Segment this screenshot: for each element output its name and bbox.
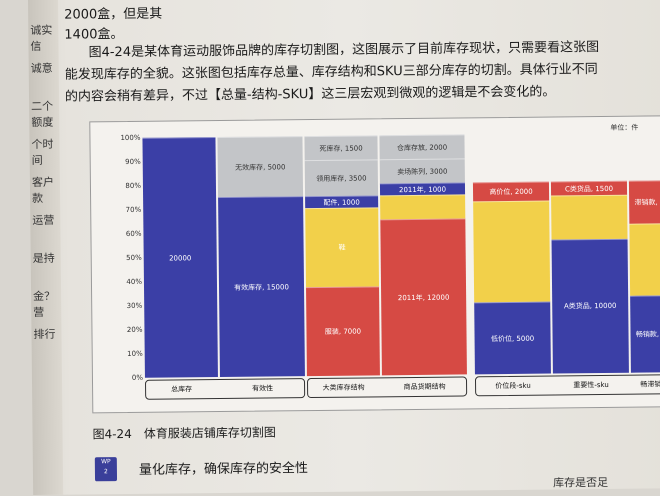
bar-column: 2011年, 12000 2011年, 1000 卖场陈列, 3000 仓库存放, 2…	[379, 134, 467, 376]
bar-segment: 配件, 1000	[305, 195, 379, 209]
segment-label: 无效库存, 5000	[235, 162, 286, 172]
margin-fragment: 金？营	[33, 289, 56, 319]
y-tick-label: 70%	[125, 205, 142, 214]
bar-segment: 有效库存, 15000	[218, 196, 305, 378]
x-tick-label: 商品货期结构	[403, 382, 446, 392]
margin-fragment: 二个额度	[31, 99, 54, 129]
segment-label: 2011年, 12000	[397, 293, 450, 302]
bar-segment: 2011年, 12000	[380, 218, 467, 376]
segment-label: 死库存, 1500	[319, 144, 363, 153]
y-tick-label: 100%	[120, 133, 141, 143]
y-tick-label: 60%	[125, 229, 142, 238]
bottom-right-text: 库存是否足	[553, 475, 609, 490]
bar-segment: 2011年, 1000	[379, 182, 466, 196]
bar-segment: 畅销款, 5000	[630, 295, 660, 373]
section-heading: 量化库存，确保库存的安全性	[138, 461, 309, 478]
x-tick-label: 畅滞销-sku	[640, 380, 660, 389]
y-tick-label: 20%	[126, 325, 143, 334]
bar-segment	[629, 223, 660, 296]
x-tick-label: 总库存	[171, 385, 193, 394]
bar-segment: 服装, 7000	[306, 286, 380, 377]
y-axis-ticks: 100% 90% 80% 70% 60% 50% 40% 30% 20% 10% 0%	[118, 134, 143, 382]
bar-segment: 仓库存放, 2000	[379, 134, 465, 160]
x-group-box	[144, 378, 306, 400]
adjacent-page-edge: 诚实信诚意二个额度个时间客户款运营是持金？营排行	[28, 0, 64, 495]
bar-column: 畅销款, 5000 滞销款, 4000	[628, 132, 660, 373]
segment-label: 20000	[169, 253, 192, 263]
paragraph-line-3: 的内容会稍有差异，不过【总量-结构-SKU】这三层宏观到微观的逻辑是不会变化的。	[64, 84, 556, 105]
book-page: 诚实信诚意二个额度个时间客户款运营是持金？营排行 2000盒，但是其 1400盒…	[28, 0, 660, 495]
figure-caption: 图4-24 体育服装店铺库存切割图	[92, 425, 276, 442]
segment-label: 低价位, 5000	[490, 334, 535, 343]
bar-segment	[380, 194, 466, 220]
segment-label: C类货品, 1500	[564, 184, 614, 194]
bar-segment: 死库存, 1500	[304, 135, 378, 161]
unit-label: 单位：件	[610, 123, 639, 132]
x-tick-label: 价位段-sku	[495, 381, 531, 391]
y-tick-label: 10%	[127, 349, 143, 358]
segment-label: 2011年, 1000	[398, 185, 447, 194]
bar-column: A类货品, 10000 C类货品, 1500	[550, 133, 629, 374]
bar-segment	[551, 195, 628, 240]
section-badge-text: WP 2	[101, 458, 111, 476]
bar-segment: 领用库存, 3500	[304, 159, 379, 197]
x-tick-label: 重要性-sku	[573, 380, 609, 390]
bar-column: 20000	[142, 137, 218, 378]
segment-label: 高价位, 2000	[489, 187, 533, 197]
y-tick-label: 40%	[126, 277, 142, 286]
segment-label: 有效库存, 15000	[234, 282, 289, 292]
top-text-line-2: 1400盒。	[64, 27, 124, 43]
segment-label: 鞋	[338, 243, 346, 252]
segment-label: 卖场陈列, 3000	[397, 167, 448, 176]
bar-segment: 鞋	[305, 207, 380, 288]
y-tick-label: 0%	[131, 373, 144, 382]
segment-label: A类货品, 10000	[563, 302, 617, 311]
margin-fragment: 是持	[32, 251, 55, 265]
margin-fragment: 诚意	[30, 61, 53, 75]
bar-segment: 卖场陈列, 3000	[379, 158, 465, 184]
segment-label: 滞销款, 4000	[634, 198, 660, 207]
y-tick-label: 80%	[125, 181, 141, 190]
bar-segment: 20000	[142, 137, 218, 378]
stacked-bars: 20000 有效库存, 15000 无效库存, 5000 服装, 7000 鞋 配件, 1…	[142, 132, 660, 378]
y-tick-label: 30%	[126, 301, 143, 310]
paragraph-line-2: 能发现库存的全貌。这张图包括库存总量、库存结构和SKU三部分库存的切割。具体行业…	[64, 62, 598, 83]
segment-label: 畅销款, 5000	[635, 330, 660, 339]
section-badge-icon: WP 2	[94, 457, 118, 482]
margin-fragment: 运营	[32, 213, 55, 227]
bar-segment: 高价位, 2000	[472, 181, 550, 202]
margin-fragment: 客户款	[31, 175, 54, 205]
bar-segment: C类货品, 1500	[550, 180, 628, 196]
top-text-line-1: 2000盒，但是其	[64, 6, 163, 23]
segment-label: 领用库存, 3500	[316, 173, 367, 183]
x-axis-labels: 总库存 有效性 大类库存结构 商品货期结构 价位段-sku 重要性-sku 畅滞销-sku	[144, 374, 660, 402]
margin-fragment: 排行	[33, 327, 56, 341]
segment-label: 仓库存放, 2000	[396, 143, 448, 152]
inventory-chart: 单位：件 100% 90% 80% 70% 60% 50% 40% 30% 20% 10% 0% 2…	[89, 115, 660, 414]
y-tick-label: 90%	[125, 157, 141, 166]
segment-label: 配件, 1000	[323, 198, 360, 207]
bar-column: 服装, 7000 鞋 配件, 1000 领用库存, 3500 死库存, 1500	[304, 135, 380, 377]
bar-segment: 无效库存, 5000	[217, 136, 304, 198]
bar-column: 低价位, 5000 高价位, 2000	[472, 134, 551, 375]
x-tick-label: 大类库存结构	[322, 383, 365, 392]
bar-segment	[473, 200, 551, 303]
bar-segment: 滞销款, 4000	[628, 180, 660, 224]
paragraph-line-1: 图4-24是某体育运动服饰品牌的库存切割图，这图展示了目前库存现状，只需要看这张…	[88, 40, 600, 61]
x-tick-label: 有效性	[252, 384, 274, 393]
bar-segment: 低价位, 5000	[474, 301, 551, 375]
segment-label: 服装, 7000	[324, 327, 362, 337]
bar-column: 有效库存, 15000 无效库存, 5000	[217, 136, 305, 378]
y-tick-label: 50%	[126, 253, 142, 262]
margin-fragment: 个时间	[31, 137, 54, 167]
bar-segment: A类货品, 10000	[551, 238, 629, 374]
margin-fragment: 诚实信	[30, 23, 53, 53]
